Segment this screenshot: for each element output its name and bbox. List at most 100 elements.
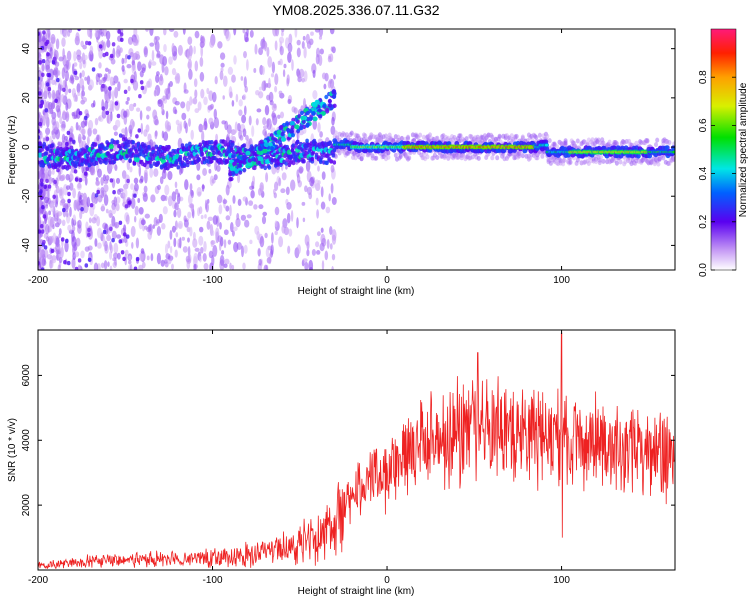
spectrogram-cell bbox=[60, 127, 66, 132]
spectrogram-cell bbox=[127, 55, 131, 60]
spectrogram-cell bbox=[78, 177, 83, 183]
spectrogram-cell bbox=[45, 204, 49, 209]
spectrogram-cell bbox=[517, 153, 522, 159]
spectrogram-cell bbox=[322, 103, 327, 108]
spectrogram-cell bbox=[555, 144, 559, 150]
spectrogram-cell bbox=[47, 86, 52, 92]
spectrogram-cell bbox=[305, 33, 310, 45]
spectrogram-cell bbox=[38, 76, 41, 81]
spectrogram-cell bbox=[316, 231, 321, 237]
spectrogram-cell bbox=[267, 56, 273, 68]
spectrogram-cell bbox=[64, 240, 69, 253]
spectrogram-cell bbox=[224, 258, 230, 265]
spectrogram-cell bbox=[173, 30, 179, 38]
spectrogram-cell bbox=[81, 70, 85, 78]
spectrogram-cell bbox=[52, 56, 57, 61]
spectrogram-cell bbox=[123, 89, 128, 95]
spectrogram-cell bbox=[135, 107, 141, 112]
spectrogram-cell bbox=[78, 111, 83, 116]
spectrogram-cell bbox=[77, 182, 82, 189]
spectrogram-cell bbox=[203, 240, 207, 253]
spectrogram-cell bbox=[103, 194, 109, 206]
spectrogram-cell bbox=[167, 240, 171, 249]
spectrogram-cell bbox=[312, 116, 318, 122]
spectrogram-cell bbox=[113, 242, 119, 254]
spectrogram-cell bbox=[171, 67, 177, 76]
spectrogram-cell bbox=[86, 135, 90, 146]
spectrogram-cell bbox=[117, 29, 121, 34]
spectrogram-cell bbox=[258, 146, 263, 152]
spectrogram-cell bbox=[222, 95, 225, 100]
spectrogram-cell bbox=[273, 192, 277, 199]
spectrogram-cell bbox=[192, 238, 198, 248]
spectrogram-cell bbox=[194, 60, 199, 72]
spectrogram-cell bbox=[44, 112, 49, 120]
spectrogram-cell bbox=[94, 160, 99, 166]
spectrogram-cell bbox=[615, 153, 620, 159]
spectrogram-cell bbox=[47, 184, 52, 189]
spectrogram-cell bbox=[100, 262, 105, 269]
spectrogram-cell bbox=[232, 161, 237, 167]
spectrogram-cell bbox=[379, 138, 384, 143]
spectrogram-cell bbox=[140, 175, 144, 183]
spectrogram-cell bbox=[242, 128, 247, 137]
spectrogram-cell bbox=[137, 61, 142, 72]
spectrogram-cell bbox=[302, 217, 306, 223]
spectrogram-cell bbox=[40, 45, 45, 51]
spectrogram-cell bbox=[109, 212, 114, 218]
spectrogram-cell bbox=[151, 149, 155, 155]
spectrogram-cell bbox=[337, 150, 342, 156]
spectrogram-cell bbox=[320, 186, 324, 198]
spectrogram-cell bbox=[311, 248, 316, 256]
spectrogram-cell bbox=[97, 168, 102, 178]
spectrogram-cell bbox=[242, 167, 247, 173]
spectrogram-cell bbox=[308, 259, 314, 270]
spectrogram-cell bbox=[323, 83, 327, 90]
spectrogram-cell bbox=[190, 190, 194, 199]
spectrogram-cell bbox=[249, 29, 254, 38]
spectrogram-cell bbox=[68, 88, 72, 94]
spectrogram-cell bbox=[126, 153, 130, 158]
spectrogram-cell bbox=[200, 45, 204, 58]
spectrogram-cell bbox=[83, 59, 86, 65]
spectrogram-cell bbox=[325, 206, 331, 214]
spectrogram-cell bbox=[266, 46, 270, 57]
spectrogram-cell bbox=[137, 128, 142, 133]
spectrogram-cell bbox=[45, 39, 50, 45]
spectrogram-cell bbox=[101, 109, 107, 119]
spectrogram-cell bbox=[234, 121, 238, 133]
spectrogram-cell bbox=[48, 92, 52, 100]
spectrogram-cell bbox=[125, 214, 130, 225]
spectrogram-cell bbox=[177, 223, 183, 229]
spectrogram-cell bbox=[208, 117, 214, 125]
spectrogram-cell bbox=[47, 29, 51, 38]
spectrogram-cell bbox=[50, 258, 54, 269]
spectrogram-cell bbox=[88, 217, 92, 224]
spectrogram-cell bbox=[45, 136, 50, 142]
spectrogram-cell bbox=[149, 42, 155, 47]
spectrogram-cell bbox=[242, 160, 247, 165]
spectrogram-cell bbox=[74, 251, 80, 258]
spectrogram-cell bbox=[182, 246, 188, 253]
spectrogram-cell bbox=[75, 237, 81, 247]
spectrogram-cell bbox=[190, 204, 195, 213]
spectrogram-cell bbox=[44, 99, 47, 111]
spectrogram-cell bbox=[211, 230, 215, 236]
spectrogram-cell bbox=[107, 261, 110, 267]
spectrogram-cell bbox=[333, 74, 336, 80]
spectrogram-cell bbox=[85, 221, 89, 231]
spectrogram-cell bbox=[103, 184, 109, 193]
spectrogram-cell bbox=[259, 184, 264, 194]
spectrogram-cell bbox=[263, 165, 268, 171]
spectrogram-cell bbox=[212, 150, 216, 156]
spectrogram-cell bbox=[194, 89, 198, 99]
spectrogram-cell bbox=[61, 67, 66, 80]
spectrogram-cell bbox=[38, 252, 41, 260]
spectrogram-cell bbox=[181, 112, 187, 121]
spectrogram-cell bbox=[109, 226, 113, 231]
spectrogram-cell bbox=[159, 54, 165, 65]
spectrogram-cell bbox=[222, 199, 228, 205]
spectrogram-cell bbox=[47, 169, 52, 177]
spectrogram-cell bbox=[326, 239, 330, 249]
spectrogram-cell bbox=[38, 212, 41, 225]
